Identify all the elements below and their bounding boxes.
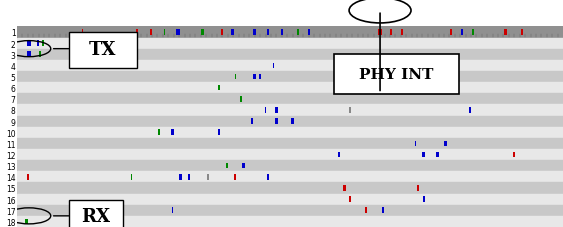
Bar	[275, 108, 278, 113]
Bar	[444, 141, 447, 147]
Bar	[272, 63, 274, 69]
Bar	[275, 119, 278, 124]
Bar	[450, 30, 453, 36]
Bar	[259, 74, 261, 80]
Bar	[265, 108, 266, 113]
Bar	[17, 160, 563, 172]
Text: RX: RX	[82, 207, 111, 225]
FancyBboxPatch shape	[69, 32, 137, 68]
Bar	[447, 74, 450, 80]
Bar	[218, 86, 220, 91]
Bar	[158, 130, 160, 136]
Bar	[17, 49, 563, 61]
Bar	[172, 130, 173, 136]
Bar	[187, 174, 190, 180]
Bar	[179, 174, 182, 180]
Bar	[251, 119, 253, 124]
Bar	[17, 38, 563, 49]
Bar	[461, 30, 463, 36]
Bar	[26, 52, 31, 58]
Bar	[470, 108, 471, 113]
Bar	[253, 30, 256, 36]
Bar	[150, 30, 152, 36]
Bar	[291, 119, 294, 124]
Bar	[240, 97, 242, 102]
Bar	[267, 174, 269, 180]
Bar	[436, 152, 439, 158]
Bar	[17, 72, 563, 83]
Bar	[235, 74, 236, 80]
Bar	[401, 30, 403, 36]
Bar	[472, 30, 474, 36]
Bar	[441, 86, 444, 91]
Bar	[218, 130, 220, 136]
Bar	[504, 30, 507, 36]
Bar	[226, 163, 228, 169]
Bar	[297, 30, 299, 36]
Bar	[417, 185, 419, 191]
Bar	[378, 30, 382, 36]
FancyBboxPatch shape	[334, 55, 459, 95]
Bar	[136, 30, 138, 36]
Bar	[17, 116, 563, 127]
Bar	[365, 207, 368, 213]
Bar	[17, 94, 563, 105]
Bar	[390, 30, 392, 36]
Bar	[17, 194, 563, 205]
Bar	[267, 30, 270, 36]
Bar	[17, 61, 563, 72]
Bar	[131, 174, 132, 180]
Bar	[39, 52, 41, 58]
Bar	[234, 174, 236, 180]
Bar	[338, 152, 340, 158]
Bar	[281, 30, 283, 36]
Bar	[17, 205, 563, 216]
Bar	[17, 138, 563, 149]
Bar	[415, 141, 417, 147]
FancyBboxPatch shape	[69, 200, 123, 227]
Bar	[172, 207, 173, 213]
Bar	[17, 127, 563, 138]
Bar	[253, 74, 256, 80]
Bar	[521, 30, 523, 36]
Bar	[202, 30, 204, 36]
Bar	[17, 105, 563, 116]
Bar	[422, 152, 425, 158]
Bar	[308, 30, 310, 36]
Bar	[513, 152, 515, 158]
Bar	[423, 197, 425, 202]
Text: TX: TX	[89, 40, 117, 58]
Bar	[17, 27, 563, 38]
Bar	[343, 185, 346, 191]
Bar	[26, 174, 29, 180]
Bar	[37, 41, 39, 47]
Bar	[231, 30, 234, 36]
Bar	[242, 163, 245, 169]
Bar	[17, 183, 563, 194]
Bar	[382, 207, 383, 213]
Bar	[25, 219, 28, 224]
Bar	[17, 172, 563, 183]
Bar	[27, 41, 30, 47]
Bar	[350, 108, 351, 113]
Bar	[82, 30, 83, 36]
Bar	[17, 149, 563, 160]
Bar	[17, 83, 563, 94]
Bar	[221, 30, 223, 36]
Bar	[163, 30, 165, 36]
Bar	[176, 30, 180, 36]
Text: PHY INT: PHY INT	[359, 68, 434, 82]
Bar	[349, 197, 351, 202]
Bar	[17, 216, 563, 227]
Bar	[42, 41, 44, 47]
